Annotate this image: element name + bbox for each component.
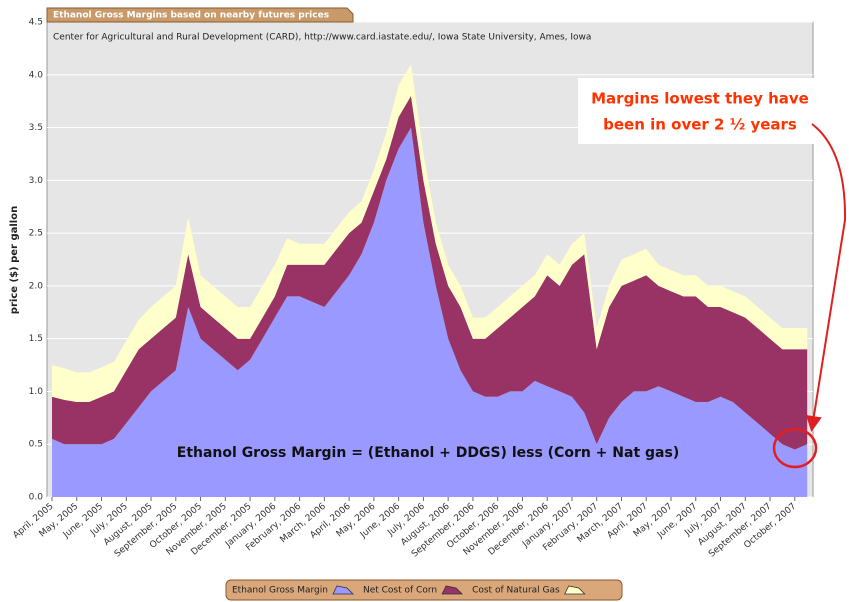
highlight-circle [772, 427, 818, 469]
legend-label: Net Cost of Corn [363, 586, 437, 596]
annotation-box [578, 78, 822, 144]
legend-label: Ethanol Gross Margin [232, 586, 328, 596]
y-tick-label: 0.0 [29, 493, 44, 503]
y-tick-label: 1.0 [29, 387, 44, 397]
subtitle: Center for Agricultural and Rural Develo… [53, 33, 591, 43]
y-tick-label: 4.0 [29, 70, 44, 80]
y-tick-label: 0.5 [29, 440, 43, 450]
area [52, 95, 808, 450]
annotation: been in over 2 ½ years [603, 116, 797, 134]
title-tab [46, 7, 354, 23]
arrow [805, 123, 847, 432]
legend-swatch [441, 585, 464, 595]
legend-label: Cost of Natural Gas [472, 586, 560, 596]
y-axis-label: price ($) per gallon [9, 206, 20, 314]
legend-swatch [564, 585, 586, 595]
annotation: Ethanol Gross Margin = (Ethanol + DDGS) … [177, 445, 679, 461]
chart-title: Ethanol Gross Margins based on nearby fu… [53, 11, 329, 21]
area [52, 64, 808, 402]
y-tick-label: 3.0 [29, 176, 44, 186]
annotation: Margins lowest they have [591, 90, 809, 108]
y-tick-label: 4.5 [29, 18, 43, 28]
legend [225, 579, 623, 601]
area [52, 127, 808, 497]
y-tick-label: 1.5 [29, 334, 43, 344]
y-tick-label: 2.5 [29, 229, 43, 239]
y-tick-label: 2.0 [29, 281, 44, 291]
legend-swatch [332, 585, 354, 595]
y-tick-label: 3.5 [29, 123, 43, 133]
